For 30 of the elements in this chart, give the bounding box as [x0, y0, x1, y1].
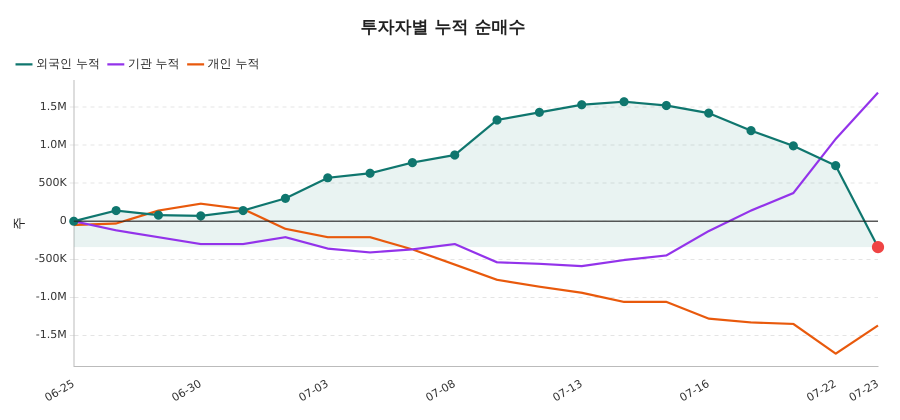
point [831, 161, 840, 170]
y-axis-title: 주 [12, 216, 28, 230]
y-tick-label: -1.5M [36, 328, 67, 342]
point [365, 168, 375, 178]
point [662, 100, 671, 110]
point [746, 126, 756, 136]
point [112, 206, 121, 216]
point [492, 115, 502, 125]
y-tick-label: 500K [38, 176, 68, 190]
y-tick-label: -500K [34, 252, 68, 266]
legend-label: 개인 누적 [208, 56, 260, 71]
legend-label: 기관 누적 [128, 56, 180, 71]
point [280, 194, 290, 203]
point [323, 173, 332, 182]
point [196, 211, 206, 220]
point [408, 158, 417, 168]
y-tick-label: 0 [60, 214, 67, 228]
y-tick-label: -1.0M [36, 290, 67, 304]
y-tick-label: 1.0M [40, 138, 67, 151]
point [788, 141, 798, 150]
point [238, 206, 248, 216]
chart-title: 투자자별 누적 순매수 [360, 18, 526, 38]
point [154, 210, 164, 220]
y-tick-label: 1.5M [40, 100, 67, 113]
point [619, 97, 629, 106]
legend-label: 외국인 누적 [36, 56, 100, 71]
point [577, 100, 586, 110]
point [704, 108, 714, 118]
point [534, 108, 544, 117]
point [450, 150, 460, 160]
